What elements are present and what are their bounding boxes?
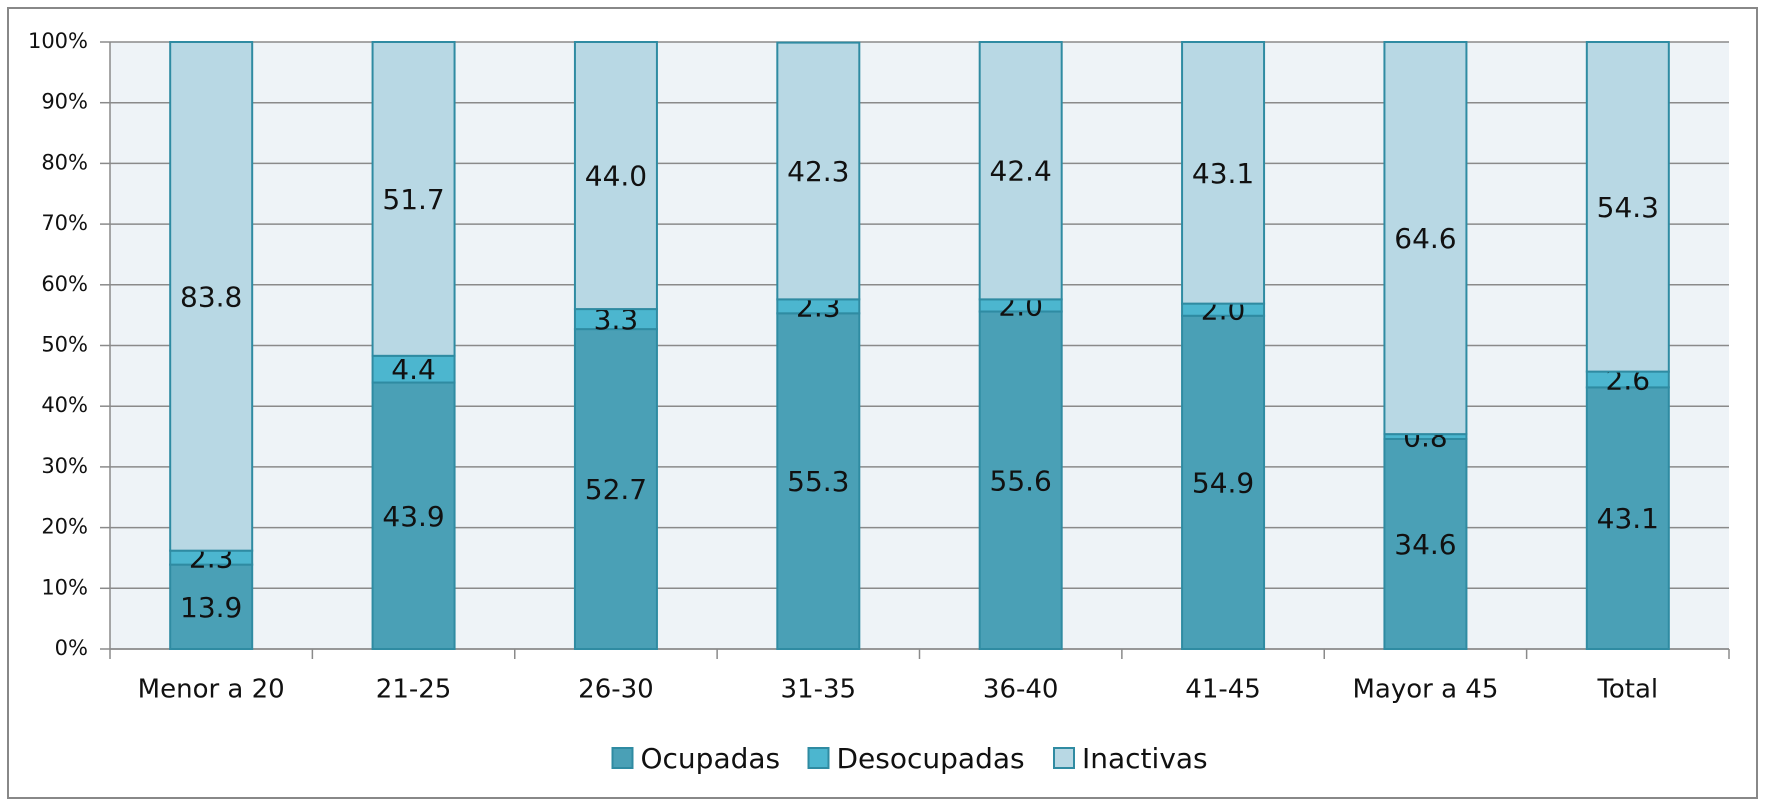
bar-segment [371,41,456,357]
x-tick-label: 21-25 [376,675,452,705]
legend-swatch [611,747,634,769]
value-label: 43.9 [382,500,444,533]
value-label: 54.3 [1597,191,1659,224]
x-tick-label: 36-40 [983,675,1059,705]
value-label: 43.1 [1192,157,1254,190]
y-tick-label: 90% [41,90,88,114]
bar-segment [573,41,658,311]
y-tick-label: 30% [41,454,88,478]
value-label: 43.1 [1597,502,1659,535]
legend-label: Inactivas [1082,742,1208,775]
x-tick-label: 26-30 [578,675,654,705]
legend-label: Desocupadas [837,742,1025,775]
bar-segment [1585,41,1670,373]
x-tick-label: 41-45 [1185,675,1261,705]
legend-swatch [807,747,830,769]
y-tick-label: 20% [41,515,88,539]
bar-segment [169,563,254,651]
bar-segment [1181,41,1266,305]
value-label: 54.9 [1192,466,1254,499]
x-tick-label: 31-35 [781,675,857,705]
y-tick-label: 60% [41,272,88,296]
bar-segment [1585,386,1670,650]
bar-segment [1383,41,1468,436]
value-label: 55.3 [787,465,849,498]
value-label: 42.3 [787,155,849,188]
y-tick-label: 70% [41,211,88,235]
bar-segment [573,328,658,650]
value-label: 44.0 [585,160,647,193]
bar-segment [1181,314,1266,650]
x-tick-label: Menor a 20 [138,675,285,705]
bar-segment [978,310,1063,650]
value-label: 4.4 [391,353,436,386]
y-tick-label: 10% [41,575,88,599]
bar-segment [776,41,861,301]
value-label: 13.9 [180,591,242,624]
value-label: 52.7 [585,473,647,506]
y-tick-label: 50% [41,333,88,357]
value-label: 64.6 [1394,222,1456,255]
value-label: 42.4 [990,155,1052,188]
x-tick-label: Mayor a 45 [1352,675,1498,705]
y-tick-label: 40% [41,393,88,417]
y-tick-label: 100% [28,29,88,53]
y-tick-label: 0% [55,636,88,660]
bar-segment [978,41,1063,301]
legend-label: Ocupadas [641,742,781,775]
value-label: 34.6 [1394,528,1456,561]
y-tick-label: 80% [41,150,88,174]
bar-segment [1383,437,1468,650]
bar-segment [371,381,456,650]
x-tick-label: Total [1596,675,1658,705]
bar-segment [776,312,861,650]
value-label: 51.7 [382,183,444,216]
value-label: 83.8 [180,280,242,313]
bar-segment [169,41,254,552]
legend-swatch [1053,747,1075,769]
value-label: 55.6 [990,464,1052,497]
